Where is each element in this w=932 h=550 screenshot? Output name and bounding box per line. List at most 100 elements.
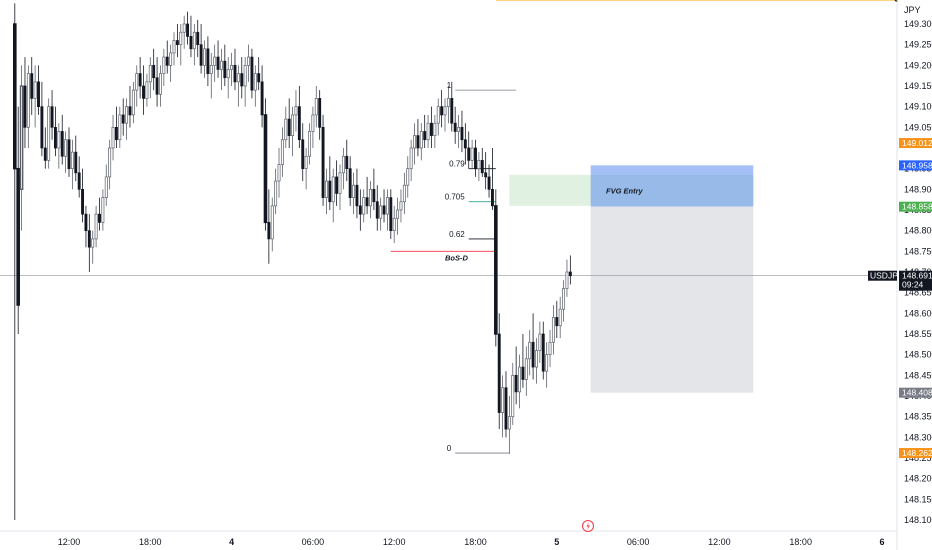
candle-body — [389, 197, 393, 232]
fvg-label: FVG Entry — [606, 186, 644, 195]
candle-body — [402, 184, 406, 203]
candle — [477, 152, 481, 182]
price-tick-label: 148.650 — [904, 288, 932, 298]
candle — [548, 329, 552, 368]
candle-body — [280, 139, 284, 165]
candle — [230, 52, 234, 86]
candle-body — [155, 77, 159, 95]
candle — [358, 189, 362, 231]
price-tick-label: 149.050 — [904, 122, 932, 132]
candle-body — [87, 230, 91, 248]
candle-body — [348, 168, 352, 198]
time-tick-label: 4 — [229, 537, 234, 547]
candle — [480, 148, 484, 177]
candle-body — [12, 23, 17, 170]
candle — [392, 205, 396, 244]
candle — [182, 15, 186, 49]
price-tick-label: 148.100 — [904, 515, 932, 525]
candle-body — [514, 374, 518, 393]
candle — [463, 123, 467, 165]
symbol-tag — [868, 270, 897, 281]
candle-body — [175, 40, 179, 46]
candle — [446, 86, 450, 124]
candle — [240, 57, 244, 99]
price-tag-label: 148.408 — [902, 388, 932, 398]
candle-body — [338, 172, 342, 194]
candle — [318, 90, 322, 140]
candle — [162, 48, 166, 86]
candle-body — [470, 147, 474, 161]
candles-layer — [12, 3, 572, 520]
candle-body — [521, 366, 525, 380]
sslq-label: SSLQ — [878, 0, 899, 2]
price-tick-label: 149.300 — [904, 19, 932, 29]
candle-body — [250, 56, 254, 91]
candle — [514, 346, 518, 405]
candle-body — [379, 205, 383, 219]
candle — [331, 168, 335, 223]
candle — [558, 296, 562, 339]
candle-body — [321, 126, 325, 198]
candle-body — [396, 209, 400, 219]
candle — [223, 44, 227, 86]
candle-body — [263, 114, 268, 224]
candle-body — [182, 23, 186, 33]
candle-body — [382, 205, 386, 215]
candle-body — [358, 205, 362, 215]
candle — [325, 168, 328, 215]
candle — [196, 19, 200, 58]
candle — [457, 114, 461, 148]
candle-body — [375, 201, 379, 219]
candle — [33, 65, 37, 128]
candle — [419, 123, 423, 161]
fib-label-2: 0.705 — [445, 193, 466, 202]
lightning-icon-bolt — [586, 522, 590, 530]
candle — [47, 98, 51, 169]
price-tick-label: 148.300 — [904, 432, 932, 442]
price-tick-label: 148.750 — [904, 246, 932, 256]
candle-body — [145, 81, 149, 99]
candle-body — [413, 135, 416, 149]
price-tick-label: 148.500 — [904, 350, 932, 360]
candle — [131, 81, 135, 124]
candle — [521, 334, 525, 388]
candle — [545, 342, 549, 388]
candle-body — [341, 155, 345, 174]
candle — [159, 65, 162, 107]
candle-body — [524, 358, 528, 380]
candle-body — [409, 147, 413, 170]
candle — [379, 197, 383, 231]
candle — [77, 156, 81, 198]
candle — [436, 98, 440, 136]
candle-body — [467, 147, 471, 161]
candle — [216, 40, 220, 78]
candle-body — [551, 317, 555, 343]
candle-body — [446, 98, 450, 108]
candle — [524, 346, 528, 396]
candle — [375, 185, 379, 231]
candle — [125, 98, 129, 140]
candle-body — [562, 288, 566, 310]
candle-body — [23, 85, 27, 128]
candle — [280, 127, 284, 177]
candle-body — [457, 126, 461, 132]
candle — [26, 65, 30, 148]
candle — [74, 135, 78, 182]
candle-body — [325, 180, 328, 198]
candle — [467, 131, 471, 169]
candle-body — [172, 40, 176, 54]
fib-label-0: 1 — [447, 81, 452, 90]
candle — [277, 148, 281, 198]
candle — [64, 131, 68, 173]
lightning-icon[interactable] — [582, 520, 594, 532]
candle-body — [209, 64, 213, 74]
candle — [260, 65, 264, 128]
candle-body — [511, 374, 515, 418]
candle — [175, 24, 179, 58]
candle-body — [203, 48, 206, 66]
candle — [84, 205, 88, 248]
candle-body — [362, 197, 366, 215]
candle-body — [243, 64, 247, 87]
candle — [53, 106, 57, 157]
